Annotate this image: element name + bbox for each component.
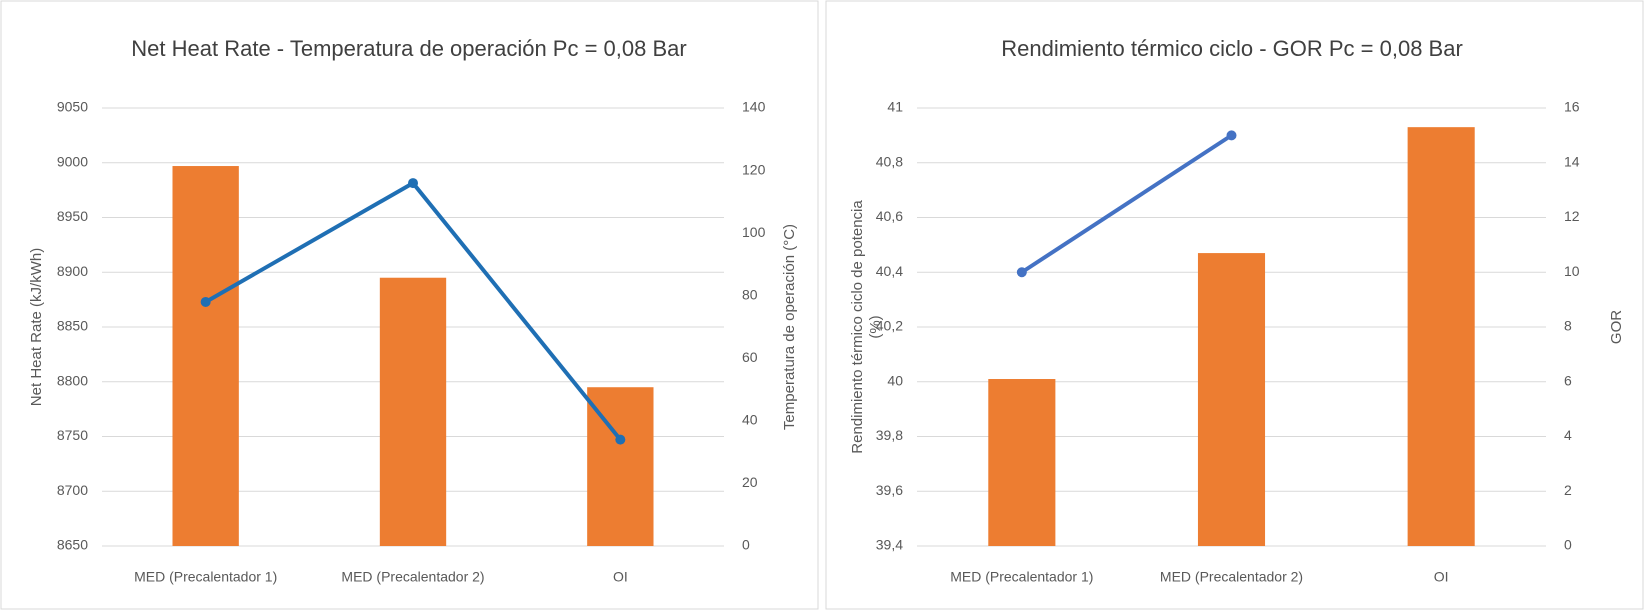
y2-tick-label: 12 <box>1564 208 1580 224</box>
y-tick-label: 40,2 <box>876 318 903 334</box>
y2-tick-label: 16 <box>1564 99 1580 115</box>
y2-tick-label: 60 <box>742 349 758 365</box>
x-tick-label: OI <box>613 569 628 585</box>
y2-tick-label: 80 <box>742 286 758 302</box>
y2-tick-label: 0 <box>742 537 750 553</box>
y-tick-label: 8750 <box>57 427 88 443</box>
x-tick-label: MED (Precalentador 2) <box>341 569 484 585</box>
y-axis-title: Net Heat Rate (kJ/kWh) <box>28 248 45 406</box>
y2-tick-label: 10 <box>1564 263 1580 279</box>
bar <box>379 277 447 546</box>
y-tick-label: 39,8 <box>876 427 903 443</box>
y-tick-label: 8950 <box>57 208 88 224</box>
y-tick-label: 40,8 <box>876 153 903 169</box>
y2-tick-label: 2 <box>1564 482 1572 498</box>
y-tick-label: 40,4 <box>876 263 903 279</box>
x-tick-label: OI <box>1434 569 1449 585</box>
line-marker <box>200 296 211 307</box>
y2-tick-label: 120 <box>742 161 766 177</box>
y-tick-label: 9050 <box>57 99 88 115</box>
x-tick-label: MED (Precalentador 1) <box>950 569 1093 585</box>
bar <box>988 379 1056 546</box>
y2-tick-label: 4 <box>1564 427 1572 443</box>
y2-tick-label: 140 <box>742 99 766 115</box>
y-axis-title: (%) <box>867 315 884 338</box>
y-tick-label: 8900 <box>57 263 88 279</box>
y2-axis-title: GOR <box>1608 310 1625 344</box>
y2-tick-label: 6 <box>1564 372 1572 388</box>
panel <box>825 0 1644 610</box>
y-axis-title: Rendimiento térmico ciclo de potencia <box>849 200 866 454</box>
y2-axis-title: Temperatura de operación (°C) <box>781 224 798 430</box>
line <box>1020 133 1233 274</box>
bar <box>172 166 239 546</box>
y-tick-label: 40,6 <box>876 208 903 224</box>
y-tick-label: 41 <box>887 99 903 115</box>
y2-tick-label: 100 <box>742 224 766 240</box>
line-marker <box>408 178 418 189</box>
line-marker <box>1016 267 1027 278</box>
chart-title: Rendimiento térmico ciclo - GOR Pc = 0,0… <box>1001 36 1463 61</box>
y-tick-label: 8650 <box>57 537 88 553</box>
y-tick-label: 39,6 <box>876 482 903 498</box>
x-tick-label: MED (Precalentador 1) <box>134 569 277 585</box>
y-tick-label: 40 <box>887 372 903 388</box>
line-marker <box>1226 130 1237 141</box>
y-tick-label: 8850 <box>57 318 88 334</box>
panel <box>0 0 819 610</box>
bar <box>1407 127 1475 546</box>
chart-title: Net Heat Rate - Temperatura de operación… <box>131 36 686 61</box>
y2-tick-label: 14 <box>1564 153 1580 169</box>
y-tick-label: 8800 <box>57 372 88 388</box>
bar <box>1197 253 1266 546</box>
x-tick-label: MED (Precalentador 2) <box>1160 569 1303 585</box>
y-tick-label: 39,4 <box>876 537 903 553</box>
y2-tick-label: 0 <box>1564 537 1572 553</box>
y2-tick-label: 40 <box>742 412 758 428</box>
y-tick-label: 8700 <box>57 482 88 498</box>
y-tick-label: 9000 <box>57 153 88 169</box>
y2-tick-label: 8 <box>1564 318 1572 334</box>
line-marker <box>615 434 626 445</box>
y2-tick-label: 20 <box>742 474 758 490</box>
